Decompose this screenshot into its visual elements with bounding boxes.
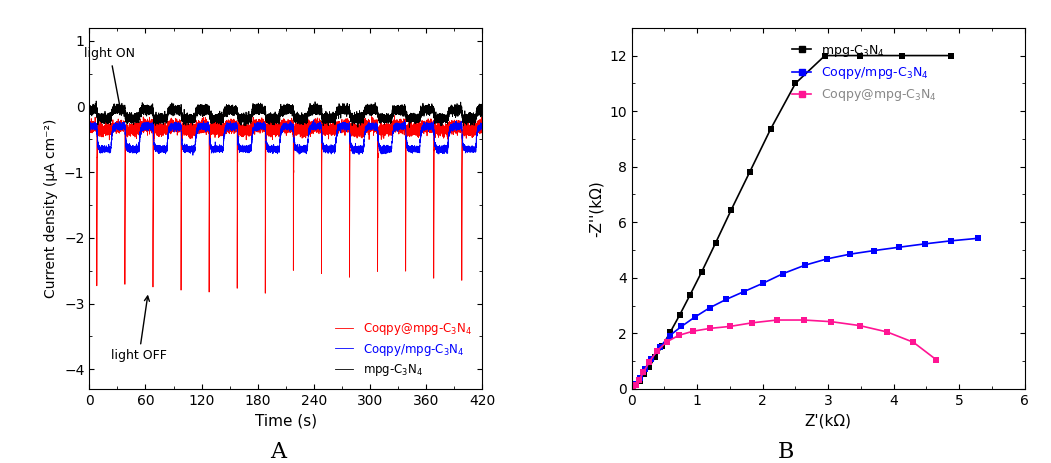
Text: B: B [778,441,795,463]
Legend: mpg-C$_3$N$_4$, Coqpy/mpg-C$_3$N$_4$, Coqpy@mpg-C$_3$N$_4$: mpg-C$_3$N$_4$, Coqpy/mpg-C$_3$N$_4$, Co… [787,38,942,108]
Legend: Coqpy@mpg-C$_3$N$_4$, Coqpy/mpg-C$_3$N$_4$, mpg-C$_3$N$_4$: Coqpy@mpg-C$_3$N$_4$, Coqpy/mpg-C$_3$N$_… [331,316,476,383]
Text: light ON: light ON [84,47,136,109]
Text: A: A [270,441,287,463]
Y-axis label: Current density (μA cm⁻²): Current density (μA cm⁻²) [44,119,59,298]
X-axis label: Time (s): Time (s) [254,413,317,428]
Text: light OFF: light OFF [111,296,167,363]
X-axis label: Z'(kΩ): Z'(kΩ) [805,413,851,428]
Y-axis label: -Z''(kΩ): -Z''(kΩ) [589,180,603,237]
